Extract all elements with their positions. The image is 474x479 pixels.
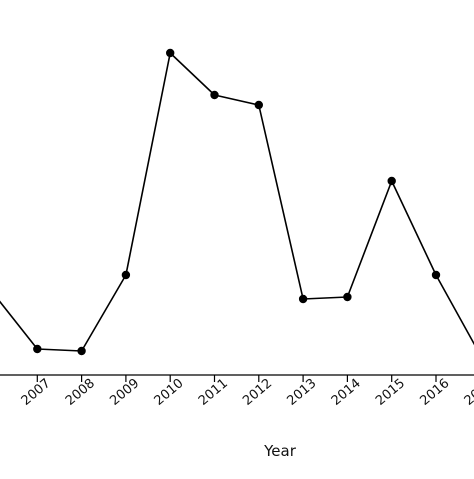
series-line-0 — [0, 52, 474, 352]
line-layer — [0, 52, 474, 352]
x-tick-label-2014: 2014 — [329, 376, 364, 409]
point-layer — [33, 48, 441, 356]
data-point-2008 — [77, 346, 86, 356]
x-tick-label-2011: 2011 — [196, 376, 231, 409]
x-tick-label-2016: 2016 — [417, 376, 452, 409]
x-tick-label-2013: 2013 — [284, 376, 319, 409]
x-tick-label-2012: 2012 — [240, 376, 275, 409]
x-tick-label-2007: 2007 — [19, 376, 54, 409]
data-point-2016 — [431, 270, 441, 280]
x-tick-label-2017: 2017 — [462, 376, 474, 409]
data-point-2007 — [33, 344, 42, 354]
data-point-2012 — [254, 100, 263, 110]
data-point-2009 — [121, 270, 131, 280]
data-point-2014 — [343, 292, 352, 302]
x-tick-label-2009: 2009 — [107, 376, 142, 409]
axis-layer — [0, 374, 474, 382]
x-axis-title: Year — [263, 442, 297, 460]
data-point-2015 — [387, 176, 396, 186]
data-point-2011 — [210, 90, 219, 100]
x-tick-label-2015: 2015 — [373, 376, 408, 409]
data-point-2010 — [166, 48, 175, 58]
x-tick-label-2008: 2008 — [63, 376, 98, 409]
data-point-2013 — [298, 294, 308, 304]
label-layer: 2007 2008 2009 2010 2011 2012 2013 2014 2015 2016… — [19, 376, 474, 409]
x-tick-label-2010: 2010 — [152, 376, 187, 409]
